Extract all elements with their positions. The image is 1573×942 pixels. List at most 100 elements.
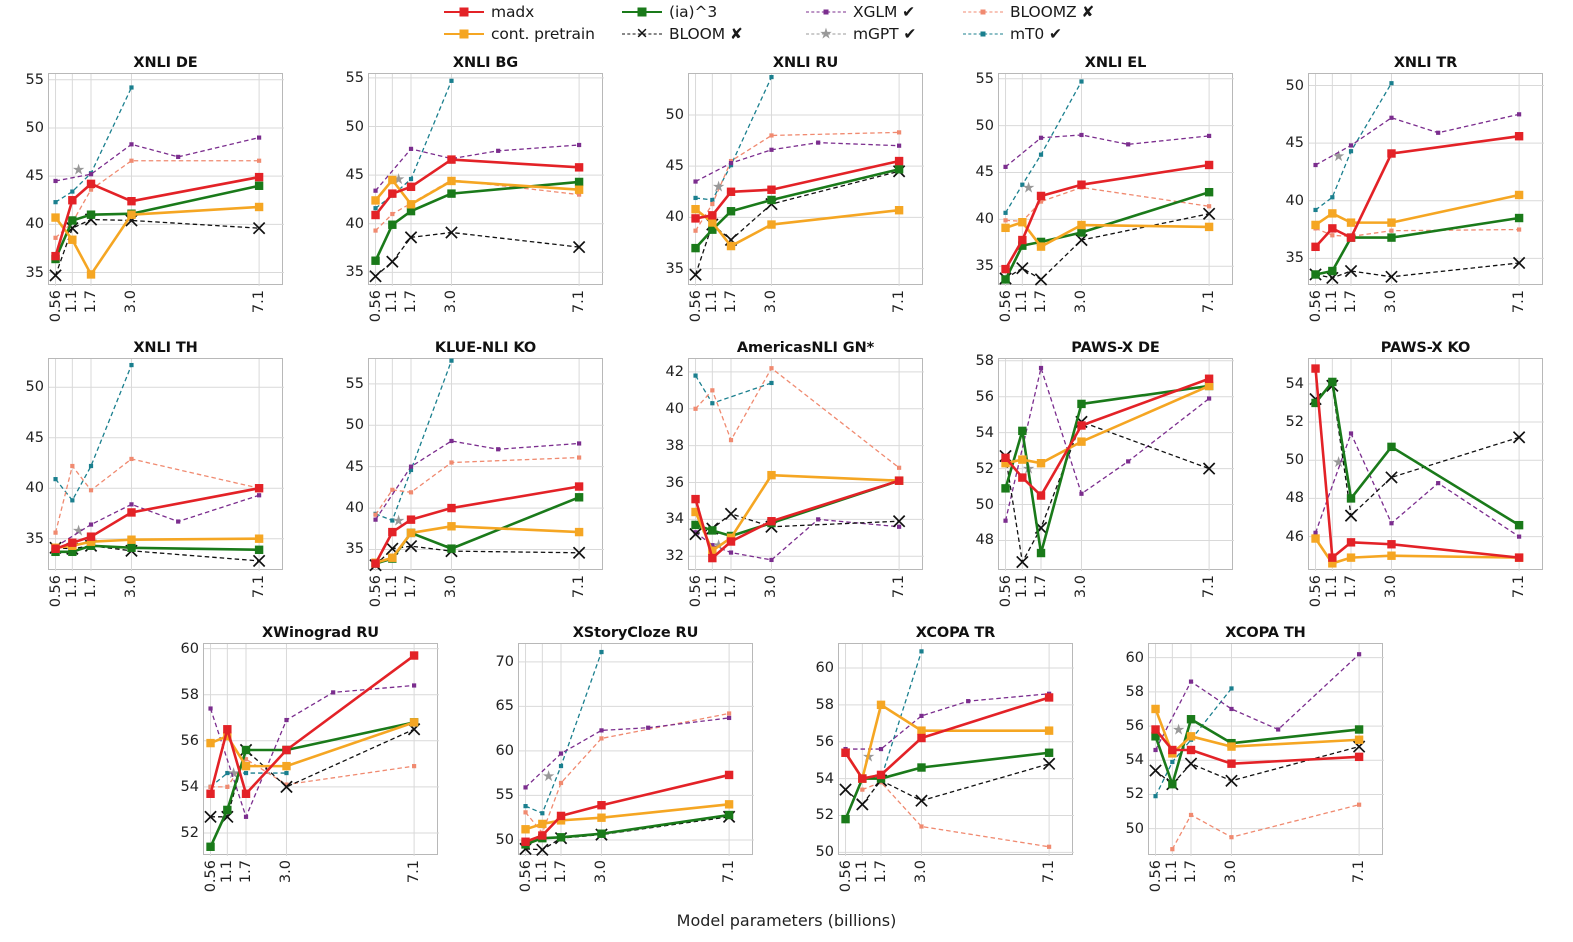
series-line [210, 772, 287, 788]
series-line [1154, 708, 1360, 755]
data-point [1077, 421, 1086, 430]
legend-entry[interactable]: BLOOMZ ✘ [963, 2, 1094, 21]
series-line [695, 513, 900, 535]
y-axis-tick-label: 55 [345, 375, 364, 392]
data-point [1042, 757, 1056, 771]
data-point [1079, 491, 1084, 496]
x-axis-tick-label: 0.56 [837, 860, 854, 893]
y-axis-tick-label: 40 [25, 216, 44, 233]
data-point [1387, 218, 1396, 227]
subplot: XNLI BG 35 40 45 50 55 0.56 1.1 1.7 3.0 7.1 ★ [324, 55, 619, 357]
x-axis-tick-label: 3.0 [763, 290, 780, 314]
plot-canvas: ★ [999, 74, 1234, 286]
data-point [390, 487, 395, 492]
legend-entry[interactable]: ★ mGPT ✔ [806, 24, 916, 43]
data-point [839, 783, 852, 796]
data-point [284, 782, 289, 787]
data-point [1387, 149, 1396, 158]
data-point [241, 745, 251, 755]
x-axis-tick-label: 1.1 [1164, 860, 1181, 884]
data-point [70, 463, 75, 469]
x-axis-tick-label: 3.0 [763, 575, 780, 599]
data-point [388, 175, 397, 185]
data-point [127, 535, 136, 544]
legend-entry[interactable]: ✕ BLOOM ✘ [622, 24, 743, 43]
data-point [409, 718, 419, 727]
legend-entry[interactable]: XGLM ✔ [806, 2, 916, 21]
data-point [408, 464, 414, 469]
y-axis-tick-label: 35 [665, 260, 684, 277]
legend-column: (ia)^3 ✕ BLOOM ✘ [622, 2, 743, 43]
legend-entry[interactable]: (ia)^3 [622, 2, 743, 21]
data-point [371, 210, 380, 220]
x-axis-tick-label: 7.1 [721, 860, 738, 884]
series-line [1314, 380, 1520, 527]
y-axis-tick-label: 60 [495, 742, 514, 759]
data-point [127, 508, 136, 517]
data-point [574, 527, 584, 537]
x-axis-tick-label: 1.7 [1343, 290, 1360, 314]
y-axis-tick-label: 36 [665, 474, 684, 491]
plot-area: 32 34 36 38 40 42 0.56 1.1 1.7 3.0 7.1 ★ [666, 358, 924, 607]
data-point [254, 534, 264, 543]
plot-area: 52 54 56 58 60 0.56 1.1 1.7 3.0 7.1 ★ [181, 641, 439, 892]
data-point [708, 526, 717, 535]
data-point [1514, 190, 1524, 200]
data-point: ★ [1172, 720, 1185, 738]
data-point [371, 559, 380, 568]
data-point [388, 189, 397, 198]
y-axis-tick-label: 58 [1125, 683, 1144, 700]
subplot-title: XCOPA TR [915, 625, 996, 641]
data-point [728, 161, 734, 166]
data-point [691, 520, 700, 530]
plot-area: 50 52 54 56 58 60 0.56 1.1 1.7 3.0 7.1 ★ [1126, 643, 1384, 892]
series-line [1155, 745, 1360, 785]
series-line [525, 717, 730, 788]
x-axis-tick-label: 1.7 [1183, 860, 1200, 884]
y-axis-tick-label: 40 [975, 211, 994, 228]
data-point [449, 358, 454, 363]
data-point [521, 825, 530, 834]
data-point [919, 713, 924, 718]
y-axis-tick-label: 52 [815, 807, 834, 824]
data-point [369, 270, 382, 283]
data-point [917, 763, 926, 772]
data-point [86, 270, 96, 279]
data-point [767, 517, 776, 526]
data-point [693, 179, 698, 184]
plot-canvas: ★ [689, 74, 924, 286]
data-point [917, 733, 926, 743]
teal-dashed-line-icon [963, 27, 1003, 41]
data-point [284, 770, 289, 776]
plot-canvas: ★ [49, 74, 284, 286]
data-point [599, 728, 604, 733]
data-point [88, 522, 94, 527]
data-point [726, 241, 736, 251]
data-point [1188, 812, 1194, 818]
y-axis-tick-label: 40 [345, 215, 364, 232]
data-point [894, 206, 904, 215]
data-point [841, 814, 850, 824]
data-point [1151, 725, 1160, 734]
legend-label: madx [491, 2, 535, 21]
data-point [556, 816, 566, 825]
x-axis-tick-label: 3.0 [123, 575, 140, 599]
series-line [694, 170, 900, 275]
data-point [1311, 364, 1320, 373]
data-point [1036, 491, 1046, 500]
legend-entry[interactable]: cont. pretrain [444, 24, 595, 43]
y-axis-tick-label: 55 [495, 787, 514, 804]
legend-entry[interactable]: madx [444, 2, 595, 21]
data-point [724, 800, 734, 809]
y-axis-tick-label: 45 [25, 429, 44, 446]
y-axis-tick-label: 55 [345, 69, 364, 86]
legend-entry[interactable]: mT0 ✔ [963, 24, 1094, 43]
data-point [1038, 199, 1044, 204]
data-point [523, 785, 528, 790]
y-axis-tick-label: 40 [1285, 192, 1304, 209]
x-axis-tick-label: 1.1 [1324, 575, 1341, 599]
data-point [1003, 164, 1008, 169]
data-point [691, 243, 700, 253]
y-axis-tick-label: 58 [975, 352, 994, 369]
data-point [447, 522, 456, 531]
